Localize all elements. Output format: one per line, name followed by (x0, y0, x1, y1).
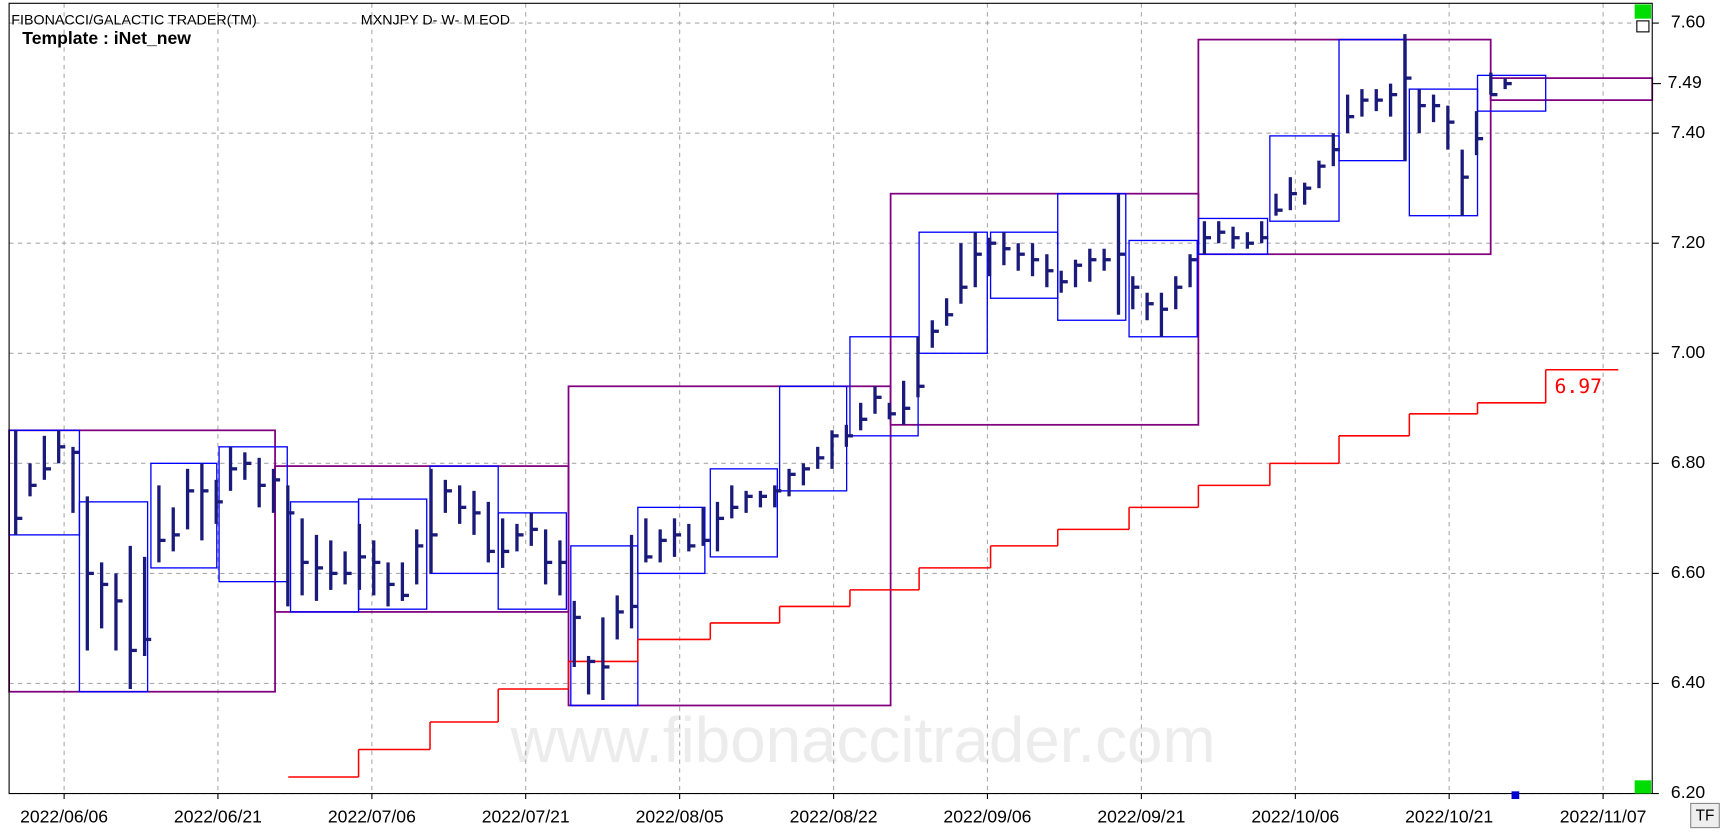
x-tick-label: 2022/07/21 (482, 806, 570, 826)
x-tick-label: 2022/07/06 (328, 806, 416, 826)
y-tick-label: 7.40 (1671, 122, 1705, 142)
tf-button-label[interactable]: TF (1696, 808, 1715, 825)
step-label: 6.97 (1554, 375, 1602, 398)
weekly-range (918, 231, 988, 354)
weekly-range (78, 501, 149, 693)
weekly-range (1269, 135, 1340, 222)
template-label: Template : iNet_new (22, 28, 191, 48)
weekly-range (1057, 193, 1127, 321)
x-tick-label: 2022/06/21 (174, 806, 262, 826)
header-symbol: MXNJPY D- W- M EOD (361, 13, 510, 29)
header-title: FIBONACCI/GALACTIC TRADER(TM) (11, 13, 256, 29)
weekly-range (709, 468, 778, 558)
x-tick-label: 2022/08/05 (636, 806, 724, 826)
scroll-marker[interactable] (1511, 791, 1520, 800)
y-tick-label: 7.60 (1671, 12, 1705, 32)
monthly-range (889, 192, 1200, 426)
tf-button[interactable] (1690, 802, 1720, 829)
zoom-button[interactable] (1636, 20, 1650, 33)
y-tick-label: 7.20 (1671, 232, 1705, 252)
y-tick-label: 6.20 (1671, 782, 1705, 802)
x-tick-label: 2022/11/07 (1560, 806, 1647, 826)
x-tick-label: 2022/09/21 (1097, 806, 1185, 826)
weekly-range (1476, 74, 1547, 112)
x-tick-label: 2022/10/06 (1251, 806, 1339, 826)
y-tick-label: 6.80 (1671, 452, 1705, 472)
watermark: www.fibonaccitrader.com (510, 704, 1216, 776)
last-price-label: 7.49 (1668, 72, 1702, 92)
weekly-range (570, 545, 639, 707)
x-tick-label: 2022/09/06 (943, 806, 1031, 826)
weekly-range (1128, 239, 1198, 338)
corner-button[interactable] (1634, 780, 1652, 794)
x-tick-label: 2022/10/21 (1405, 806, 1493, 826)
corner-button[interactable] (1634, 4, 1652, 19)
plot-frame (8, 2, 1653, 795)
x-tick-label: 2022/08/22 (790, 806, 878, 826)
y-tick-label: 6.40 (1671, 672, 1705, 692)
x-tick-label: 2022/06/06 (20, 806, 108, 826)
monthly-range (567, 385, 892, 707)
y-tick-label: 6.60 (1671, 562, 1705, 582)
y-tick-label: 7.00 (1671, 342, 1705, 362)
